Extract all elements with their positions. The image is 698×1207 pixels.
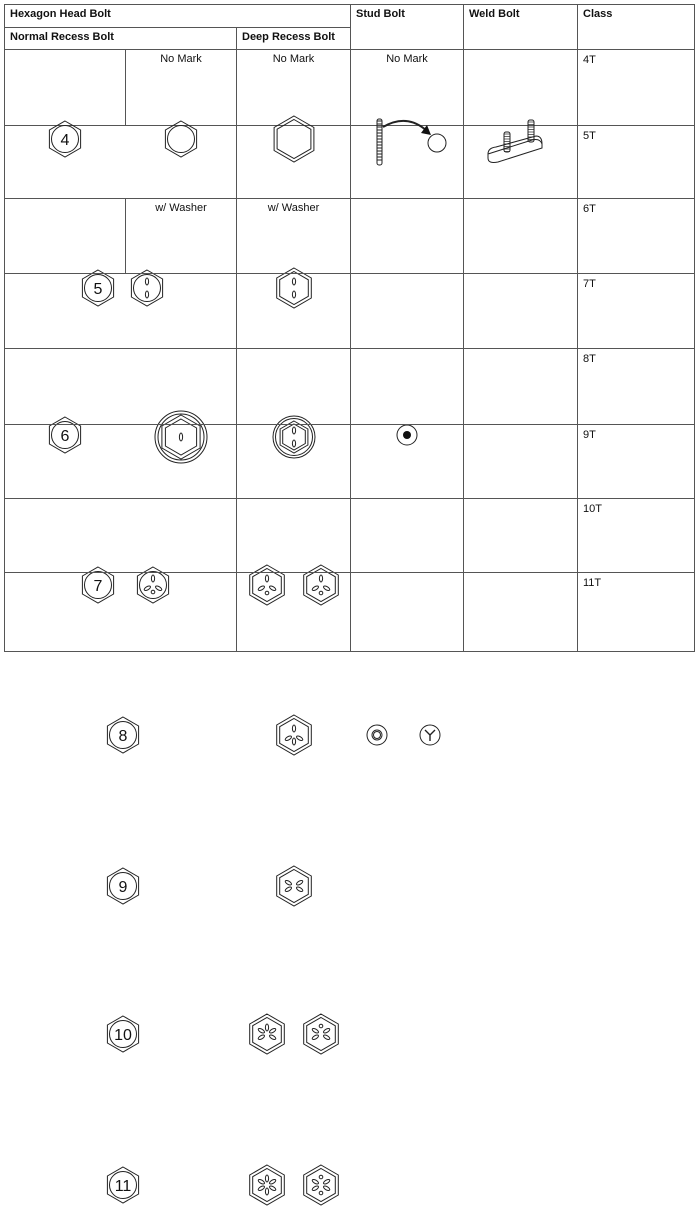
five-slit-deep-recess-bolt-icon xyxy=(249,1013,285,1055)
header-stud-bolt: Stud Bolt xyxy=(351,5,464,50)
two-slit-deep-recess-bolt-icon xyxy=(276,266,312,309)
class-cell: 8T xyxy=(578,349,695,425)
class-cell: 5T xyxy=(578,126,695,199)
weld-bolt-cell xyxy=(464,50,578,163)
weld-bolt-cell xyxy=(464,199,578,274)
deep-recess-cell xyxy=(237,499,351,1055)
bolt-class-table: Hexagon Head Bolt Normal Recess Bolt Deep … xyxy=(4,4,695,1206)
normal-recess-cell: 5 xyxy=(5,126,237,307)
numbered-hex-bolt-icon: 10 xyxy=(106,1015,140,1053)
three-slit-dot-deep-recess-bolt-icon xyxy=(303,563,339,606)
x-slit-dot-deep-recess-bolt-icon xyxy=(303,1013,339,1055)
deep-recess-cell xyxy=(237,573,351,1206)
class-label: 8T xyxy=(583,353,596,365)
normal-recess-cell: 7 xyxy=(5,274,237,604)
class-label: 4T xyxy=(583,54,596,66)
with-washer-label: w/ Washer xyxy=(155,202,207,214)
weld-bolt-cell xyxy=(464,425,578,499)
with-washer-label: w/ Washer xyxy=(267,202,320,214)
header-weld-bolt: Weld Bolt xyxy=(464,5,578,50)
no-mark-label: No Mark xyxy=(386,53,428,65)
two-slit-hex-bolt-icon xyxy=(130,268,164,307)
normal-recess-cell: w/ Washer xyxy=(126,199,237,463)
deep-recess-cell xyxy=(237,425,351,907)
head-number: 10 xyxy=(114,1027,132,1044)
head-number: 8 xyxy=(119,728,128,745)
head-number: 11 xyxy=(115,1178,132,1195)
plain-hex-bolt-icon xyxy=(164,120,198,158)
deep-recess-cell xyxy=(237,274,351,606)
class-label: 6T xyxy=(583,203,596,215)
normal-recess-cell: 6 xyxy=(5,199,126,454)
stud-bolt-cell xyxy=(351,573,464,652)
six-slit-deep-recess-bolt-icon xyxy=(249,1163,285,1206)
class-cell: 11T xyxy=(578,573,695,652)
washer-one-slit-bolt-icon xyxy=(154,410,208,463)
class-label: 5T xyxy=(583,130,596,142)
normal-recess-cell: 8 xyxy=(5,349,237,754)
numbered-hex-bolt-icon: 5 xyxy=(81,268,115,307)
numbered-hex-bolt-icon: 7 xyxy=(81,565,115,604)
class-cell: 4T xyxy=(578,50,695,126)
four-slit-deep-recess-bolt-icon xyxy=(276,714,312,756)
header-normal-recess-bolt: Normal Recess Bolt xyxy=(5,28,237,50)
class-cell: 6T xyxy=(578,199,695,274)
deep-recess-cell xyxy=(237,126,351,309)
head-number: 9 xyxy=(119,879,128,896)
stud-bolt-cell: No Mark xyxy=(351,50,464,166)
deep-recess-cell xyxy=(237,349,351,756)
class-label: 9T xyxy=(583,429,596,441)
class-cell: 7T xyxy=(578,274,695,349)
weld-bolt-icon xyxy=(487,119,543,163)
numbered-hex-bolt-icon: 9 xyxy=(106,867,140,905)
stud-y-mark-icon xyxy=(419,724,441,746)
no-mark-label: No Mark xyxy=(272,53,315,65)
weld-bolt-cell xyxy=(464,274,578,349)
normal-recess-cell: 11 xyxy=(5,573,237,1204)
stud-ring-mark-icon xyxy=(366,724,388,746)
weld-bolt-cell xyxy=(464,573,578,652)
numbered-hex-bolt-icon: 6 xyxy=(48,415,82,454)
numbered-hex-bolt-icon: 8 xyxy=(106,716,140,754)
weld-bolt-cell xyxy=(464,126,578,199)
plain-deep-recess-bolt-icon xyxy=(273,115,315,163)
deep-recess-cell: w/ Washer xyxy=(237,199,351,458)
normal-recess-cell: 4 xyxy=(5,50,126,158)
class-label: 10T xyxy=(583,503,602,515)
three-slit-dot-deep-recess-bolt-icon xyxy=(249,563,285,606)
head-number: 4 xyxy=(61,132,70,149)
class-cell: 9T xyxy=(578,425,695,499)
normal-recess-cell: 9 xyxy=(5,425,237,905)
x-slit-two-dot-deep-recess-bolt-icon xyxy=(303,1163,339,1206)
numbered-hex-bolt-icon: 4 xyxy=(48,120,82,158)
class-label: 11T xyxy=(583,577,602,589)
stud-bolt-cell xyxy=(351,199,464,445)
stud-bolt-end-arrow-icon xyxy=(376,118,447,166)
weld-bolt-cell xyxy=(464,349,578,425)
class-label: 7T xyxy=(583,278,596,290)
normal-recess-cell: 10 xyxy=(5,499,237,1053)
head-number: 7 xyxy=(94,578,103,595)
x-slit-deep-recess-bolt-icon xyxy=(276,865,312,907)
head-number: 5 xyxy=(94,281,103,298)
normal-recess-cell: No Mark xyxy=(126,50,237,158)
header-deep-recess-bolt: Deep Recess Bolt xyxy=(237,28,351,50)
stud-bolt-cell xyxy=(351,425,464,499)
stud-bolt-cell xyxy=(351,499,464,573)
head-number: 6 xyxy=(61,428,70,445)
deep-recess-cell: No Mark xyxy=(237,50,351,163)
header-hexagon-head-bolt: Hexagon Head Bolt xyxy=(5,5,351,28)
no-mark-label: No Mark xyxy=(160,53,202,65)
stud-bolt-cell xyxy=(351,349,464,746)
stud-bolt-cell xyxy=(351,274,464,349)
numbered-hex-bolt-icon: 11 xyxy=(106,1165,140,1204)
header-class: Class xyxy=(578,5,695,50)
class-cell: 10T xyxy=(578,499,695,573)
three-slit-dot-hex-bolt-icon xyxy=(136,565,170,604)
stud-bolt-cell xyxy=(351,126,464,199)
washer-deep-recess-bolt-icon xyxy=(272,415,316,458)
weld-bolt-cell xyxy=(464,499,578,573)
